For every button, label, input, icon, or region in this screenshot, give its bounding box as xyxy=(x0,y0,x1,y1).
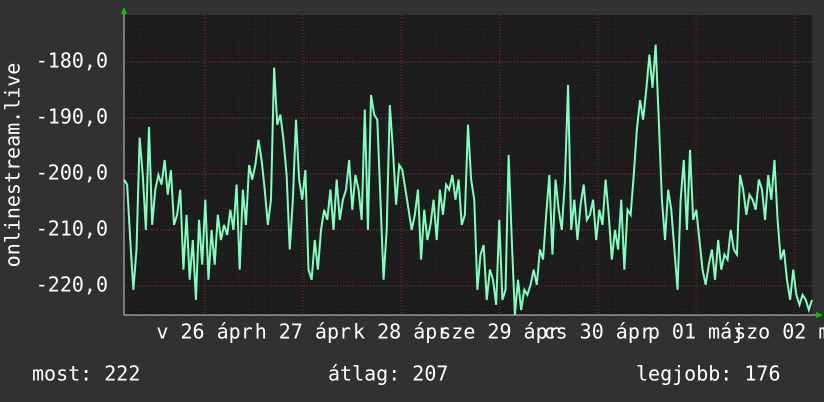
x-tick-label: k 28 ápr xyxy=(353,320,449,344)
x-tick-label: sze 29 ápr xyxy=(439,320,559,344)
y-tick-label: -210,0 xyxy=(36,216,108,240)
y-tick-label: -190,0 xyxy=(36,104,108,128)
x-tick-label: v 26 ápr xyxy=(156,320,252,344)
y-tick-label: -200,0 xyxy=(36,160,108,184)
y-tick-label: -180,0 xyxy=(36,49,108,73)
axis-arrow xyxy=(121,7,127,14)
data-line xyxy=(123,44,813,315)
stat-text: átlag: 207 xyxy=(328,362,448,386)
stat-text: legjobb: 176 xyxy=(636,362,781,386)
x-tick-label: h 27 ápr xyxy=(255,320,351,344)
axis-arrow xyxy=(816,312,823,318)
x-tick-label: p 01 máj xyxy=(648,320,744,344)
y-axis-label: onlinestream.live xyxy=(1,63,25,268)
y-tick-label: -220,0 xyxy=(36,272,108,296)
stat-text: most: 222 xyxy=(32,362,140,386)
marks xyxy=(123,44,813,315)
x-tick-label: szo 02 máj xyxy=(734,320,824,344)
x-tick-label: cs 30 ápr xyxy=(544,320,652,344)
